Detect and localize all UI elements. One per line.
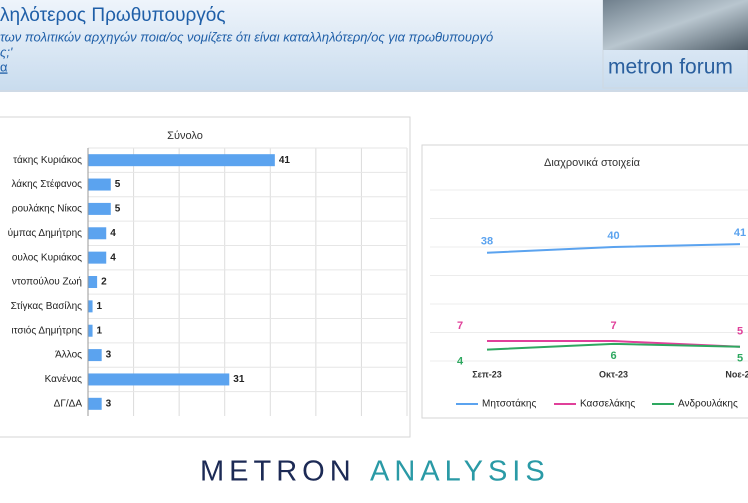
bar	[88, 178, 111, 191]
x-tick-label: Νοε-23	[725, 369, 748, 379]
series-line	[486, 342, 741, 351]
data-label: 4	[110, 228, 116, 239]
legend-label: Κασσελάκης	[580, 398, 635, 410]
data-label: 3	[106, 398, 112, 409]
series-line	[486, 243, 741, 254]
y-tick-label: ύμπας Δημήτρης	[8, 227, 83, 239]
chart-title: Σύνολο	[167, 130, 203, 142]
data-label: 41	[279, 155, 291, 166]
bar	[88, 373, 230, 386]
legend-label: Μητσοτάκης	[482, 398, 536, 410]
logo-text: metron forum	[608, 56, 733, 79]
data-label: 5	[737, 353, 743, 365]
bar	[88, 324, 93, 337]
bar	[88, 227, 107, 240]
y-tick-label: Άλλος	[55, 350, 82, 361]
data-label: 41	[734, 227, 746, 239]
data-label: 5	[737, 326, 743, 338]
data-label: 1	[97, 301, 103, 312]
data-label: 5	[115, 179, 121, 190]
y-tick-label: ΔΓ/ΔΑ	[54, 398, 83, 409]
y-tick-label: ουλος Κυριάκος	[12, 251, 82, 263]
data-label: 4	[110, 252, 116, 263]
header-link[interactable]: α	[0, 59, 8, 74]
data-label: 4	[457, 356, 464, 368]
header-subtitle: ς;'	[0, 44, 13, 59]
y-tick-label: ιτσιός Δημήτρης	[11, 324, 82, 336]
data-label: 6	[610, 350, 616, 362]
header-subtitle: των πολιτικών αρχηγών ποια/ος νομίζετε ό…	[0, 29, 493, 44]
bar	[88, 202, 111, 215]
data-label: 38	[481, 236, 493, 248]
bar	[88, 397, 102, 410]
footer-brand: METRON	[200, 456, 356, 488]
data-label: 1	[97, 325, 103, 336]
bar	[88, 300, 93, 313]
footer-brand: ANALYSIS	[370, 456, 550, 488]
y-tick-label: Κανένας	[45, 373, 83, 385]
panel	[421, 144, 748, 419]
data-label: 5	[115, 204, 121, 215]
bar	[88, 251, 107, 264]
x-tick-label: Οκτ-23	[599, 369, 628, 379]
legend-label: Ανδρουλάκης	[678, 398, 738, 410]
x-tick-label: Σεπ-23	[472, 369, 502, 379]
y-tick-label: ντοπούλου Ζωή	[12, 276, 82, 288]
data-label: 7	[610, 320, 616, 332]
bar	[88, 349, 102, 362]
header-title: ληλότερος Πρωθυπουργός	[0, 5, 226, 26]
y-tick-label: λάκης Στέφανος	[11, 178, 82, 190]
data-label: 31	[233, 374, 245, 385]
y-tick-label: Στίγκας Βασίλης	[11, 300, 83, 312]
bar	[88, 154, 275, 167]
y-tick-label: τάκης Κυριάκος	[13, 154, 82, 166]
data-label: 40	[607, 230, 619, 242]
y-tick-label: ρουλάκης Νίκος	[12, 203, 82, 215]
logo-image	[603, 0, 748, 50]
data-label: 7	[457, 320, 463, 332]
chart-title: Διαχρονικά στοιχεία	[544, 157, 641, 169]
bar	[88, 276, 98, 288]
data-label: 3	[106, 350, 112, 361]
data-label: 2	[101, 277, 107, 288]
